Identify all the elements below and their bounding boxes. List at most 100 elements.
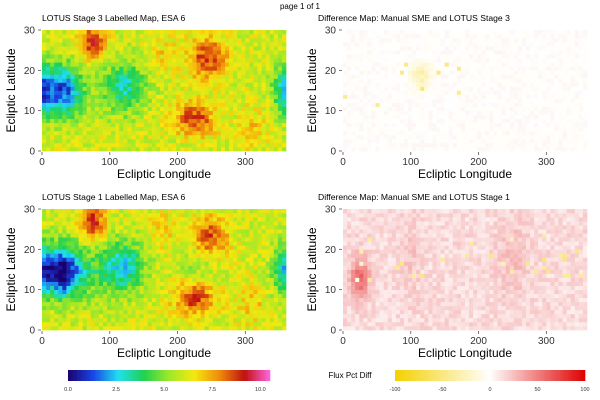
heatmap-cell: [159, 122, 165, 128]
heatmap-cell: [151, 237, 157, 242]
heatmap-cell: [54, 70, 59, 75]
heatmap-cell: [94, 245, 100, 250]
heatmap-cell: [265, 138, 271, 144]
heatmap-cell: [363, 86, 368, 91]
heatmap-cell: [538, 42, 543, 47]
heatmap-cell: [139, 94, 145, 99]
heatmap-cell: [359, 46, 364, 51]
heatmap-cell: [225, 90, 230, 95]
heatmap-cell: [420, 114, 425, 120]
heatmap-cell: [184, 90, 189, 95]
heatmap-cell: [538, 30, 543, 35]
heatmap-cell: [436, 90, 441, 95]
heatmap-cell: [538, 86, 543, 91]
heatmap-cell: [261, 30, 267, 35]
heatmap-cell: [212, 42, 218, 47]
heatmap-cell: [489, 102, 494, 107]
heatmap-cell: [428, 38, 433, 43]
heatmap-cell: [58, 301, 63, 307]
heatmap-cell: [387, 58, 393, 63]
heatmap-cell: [216, 281, 222, 286]
heatmap-cell: [225, 130, 230, 136]
heatmap-cell: [78, 209, 84, 214]
heatmap-cell: [530, 82, 535, 87]
heatmap-cell: [127, 241, 132, 246]
heatmap-cell: [180, 106, 185, 112]
heatmap-cell: [566, 38, 572, 43]
heatmap-cell: [367, 70, 372, 75]
heatmap-cell: [558, 38, 563, 43]
heatmap-cell: [196, 98, 201, 103]
heatmap-cell: [216, 102, 222, 107]
heatmap-cell: [521, 42, 527, 47]
heatmap-cell: [70, 94, 75, 99]
heatmap-cell: [143, 253, 149, 258]
heatmap-cell: [530, 38, 535, 43]
heatmap-cell: [164, 90, 169, 95]
heatmap-cells: [42, 30, 287, 152]
heatmap-cell: [582, 90, 588, 95]
heatmap-cell: [151, 261, 157, 266]
heatmap-cell: [261, 46, 267, 51]
heatmap-cell: [103, 138, 108, 144]
heatmap-cell: [70, 297, 75, 303]
heatmap-cell: [42, 110, 47, 116]
heatmap-cell: [538, 34, 543, 39]
heatmap-cell: [164, 66, 169, 71]
heatmap-cell: [367, 118, 372, 124]
heatmap-cell: [534, 42, 539, 47]
heatmap-cell: [383, 30, 389, 35]
heatmap-cell: [237, 126, 242, 132]
heatmap-cell: [444, 50, 450, 55]
heatmap-cell: [70, 74, 75, 79]
heatmap-cell: [86, 102, 92, 107]
heatmap-cell: [465, 146, 470, 152]
heatmap-cell: [159, 297, 165, 303]
heatmap-cell: [115, 38, 120, 43]
heatmap-cell: [172, 70, 177, 75]
heatmap-cell: [127, 134, 132, 140]
heatmap-cell: [143, 78, 149, 83]
heatmap-cell: [550, 58, 555, 63]
heatmap-cell: [359, 54, 364, 59]
heatmap-cell: [90, 122, 96, 128]
heatmap-cell: [208, 269, 214, 274]
heatmap-cell: [127, 237, 132, 242]
heatmap-cell: [493, 98, 498, 103]
heatmap-cell: [42, 321, 47, 327]
heatmap-cell: [115, 114, 120, 120]
heatmap-cell: [208, 273, 214, 278]
heatmap-cell: [200, 98, 206, 103]
heatmap-cell: [86, 221, 92, 226]
heatmap-cell: [212, 289, 218, 295]
heatmap-cell: [570, 42, 576, 47]
heatmap-cell: [70, 237, 75, 242]
heatmap-cell: [172, 317, 177, 323]
heatmap-cell: [216, 46, 222, 51]
heatmap-cell: [574, 62, 580, 67]
heatmap-cell: [103, 142, 108, 148]
heatmap-cell: [188, 321, 193, 327]
heatmap-cell: [208, 277, 214, 282]
heatmap-cell: [505, 70, 511, 75]
heatmap-cell: [428, 86, 433, 91]
heatmap-cell: [123, 305, 128, 311]
heatmap-cell: [351, 62, 356, 67]
heatmap-cell: [554, 122, 559, 128]
heatmap-cell: [54, 225, 59, 230]
heatmap-cell: [70, 273, 75, 278]
heatmap-cell: [90, 50, 96, 55]
heatmap-cell: [111, 277, 116, 282]
heatmap-cell: [436, 54, 441, 59]
heatmap-cell: [180, 94, 185, 99]
heatmap-cell: [208, 213, 214, 218]
heatmap-cell: [46, 94, 51, 99]
heatmap-cell: [436, 82, 441, 87]
heatmap-cell: [212, 273, 218, 278]
heatmap-cell: [147, 289, 153, 295]
heatmap-cell: [42, 269, 47, 274]
heatmap-cell: [391, 106, 397, 112]
heatmap-cell: [501, 134, 507, 140]
heatmap-cell: [74, 54, 79, 59]
heatmap-cell: [164, 321, 169, 327]
